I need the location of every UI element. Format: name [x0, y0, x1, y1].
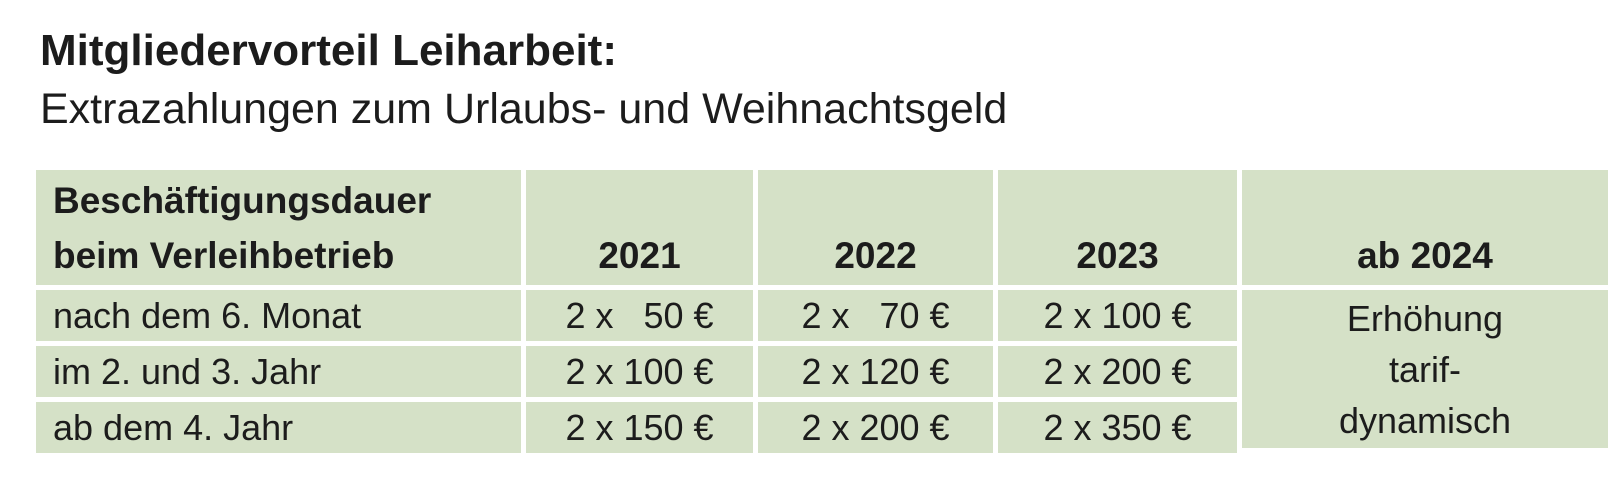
- row-duration: ab dem 4. Jahr: [36, 402, 526, 453]
- cell-2021: 2 x 50 €: [526, 290, 758, 346]
- cell-2023: 2 x 350 €: [998, 402, 1242, 453]
- cell-2022: 2 x 200 €: [758, 402, 998, 453]
- header-2021: 2021: [526, 170, 758, 290]
- row-duration: nach dem 6. Monat: [36, 290, 526, 346]
- cell-2021: 2 x 150 €: [526, 402, 758, 453]
- note-line2: tarif-: [1389, 348, 1461, 390]
- header-duration-line1: Beschäftigungsdauer: [53, 180, 432, 221]
- note-line1: Erhöhung: [1346, 297, 1504, 339]
- page-title: Mitgliedervorteil Leiharbeit:: [40, 26, 617, 75]
- cell-2021: 2 x 100 €: [526, 346, 758, 402]
- cell-2023: 2 x 100 €: [998, 290, 1242, 346]
- header-2023: 2023: [998, 170, 1242, 290]
- row-duration: im 2. und 3. Jahr: [36, 346, 526, 402]
- cell-2022: 2 x 70 €: [758, 290, 998, 346]
- cell-2024-note: Erhöhung tarif- dynamisch: [1242, 290, 1608, 453]
- cell-2022: 2 x 120 €: [758, 346, 998, 402]
- benefits-table: Beschäftigungsdauer beim Verleihbetrieb …: [36, 170, 1608, 453]
- table-header-row: Beschäftigungsdauer beim Verleihbetrieb …: [36, 170, 1608, 290]
- header-2022: 2022: [758, 170, 998, 290]
- page-subtitle: Extrazahlungen zum Urlaubs- und Weihnach…: [40, 85, 1008, 133]
- header-duration-line2: beim Verleihbetrieb: [53, 235, 395, 276]
- table-row: im 2. und 3. Jahr 2 x 100 € 2 x 120 € 2 …: [36, 346, 1608, 402]
- header-duration: Beschäftigungsdauer beim Verleihbetrieb: [36, 170, 526, 290]
- table-row: nach dem 6. Monat 2 x 50 € 2 x 70 € 2 x …: [36, 290, 1608, 453]
- table-row: ab dem 4. Jahr 2 x 150 € 2 x 200 € 2 x 3…: [36, 402, 1608, 453]
- header-2024: ab 2024: [1242, 170, 1608, 290]
- cell-2023: 2 x 200 €: [998, 346, 1242, 402]
- note-line3: dynamisch: [1338, 399, 1512, 441]
